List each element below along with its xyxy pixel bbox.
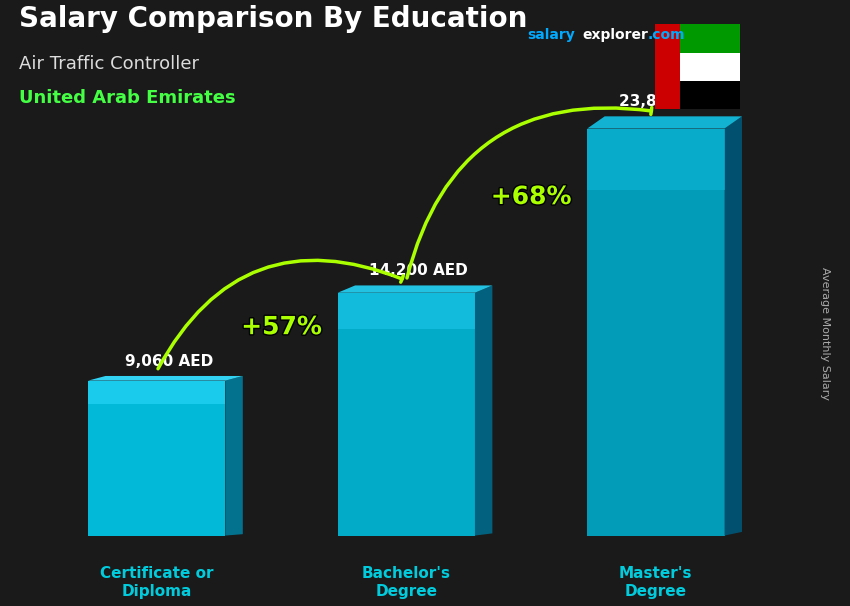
Text: +57%: +57% xyxy=(241,315,322,339)
Polygon shape xyxy=(225,376,243,536)
Text: Average Monthly Salary: Average Monthly Salary xyxy=(819,267,830,400)
Polygon shape xyxy=(475,285,492,536)
FancyBboxPatch shape xyxy=(587,128,724,536)
Text: 23,800 AED: 23,800 AED xyxy=(619,94,717,109)
Polygon shape xyxy=(724,116,742,536)
Polygon shape xyxy=(337,285,492,293)
Text: Master's
Degree: Master's Degree xyxy=(619,567,693,599)
Bar xyxy=(654,81,740,109)
FancyBboxPatch shape xyxy=(337,293,475,329)
FancyBboxPatch shape xyxy=(88,381,225,404)
Text: United Arab Emirates: United Arab Emirates xyxy=(20,89,236,107)
Bar xyxy=(654,53,740,81)
Text: 9,060 AED: 9,060 AED xyxy=(125,354,213,369)
FancyBboxPatch shape xyxy=(337,293,475,536)
Polygon shape xyxy=(587,116,742,128)
Text: salary: salary xyxy=(527,28,575,42)
Text: explorer: explorer xyxy=(582,28,648,42)
Bar xyxy=(654,24,680,109)
Text: Air Traffic Controller: Air Traffic Controller xyxy=(20,56,200,73)
FancyBboxPatch shape xyxy=(587,128,724,190)
Text: Bachelor's
Degree: Bachelor's Degree xyxy=(362,567,450,599)
Text: Salary Comparison By Education: Salary Comparison By Education xyxy=(20,5,528,33)
Text: 14,200 AED: 14,200 AED xyxy=(370,263,468,278)
Text: +68%: +68% xyxy=(490,185,571,209)
Bar xyxy=(654,24,740,53)
Text: .com: .com xyxy=(648,28,685,42)
Text: Certificate or
Diploma: Certificate or Diploma xyxy=(100,567,213,599)
FancyBboxPatch shape xyxy=(88,381,225,536)
Polygon shape xyxy=(88,376,243,381)
